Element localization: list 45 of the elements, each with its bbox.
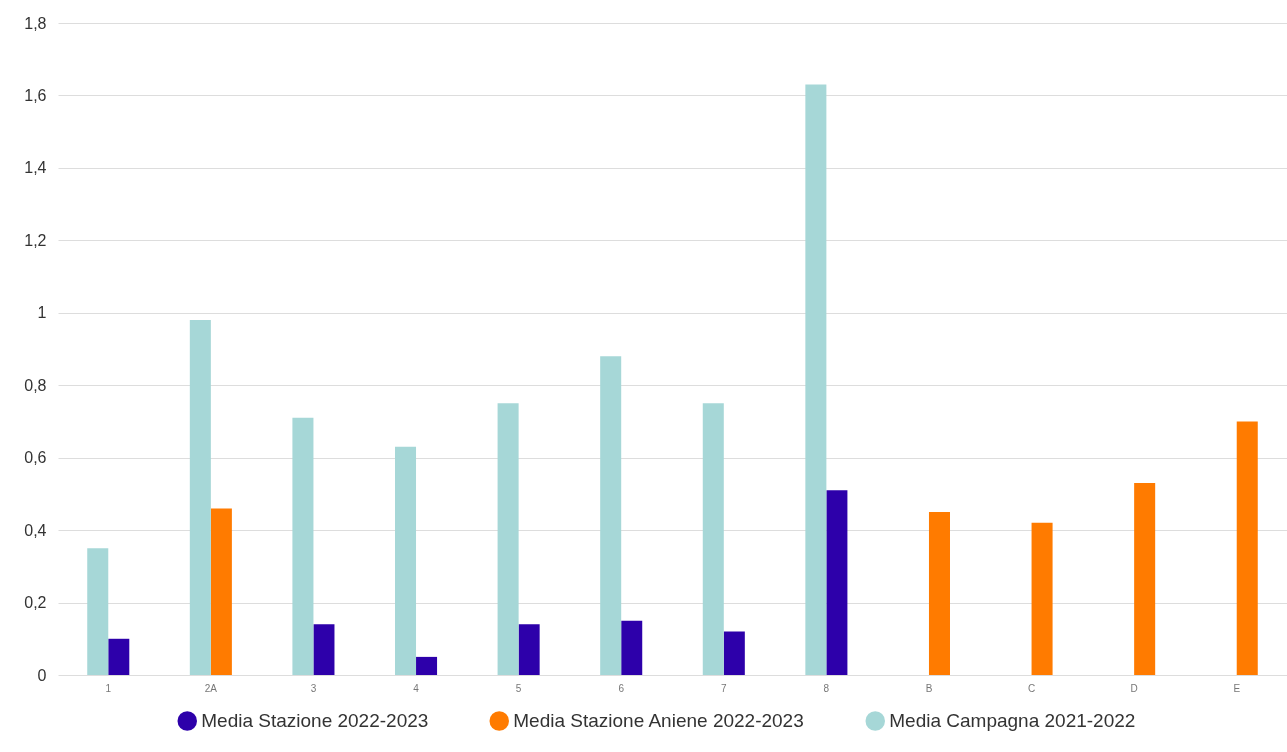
legend-label: Media Stazione Aniene 2022-2023 [513, 710, 804, 731]
bar [805, 84, 827, 675]
y-tick-label: 1,2 [24, 231, 47, 249]
legend-label: Media Stazione 2022-2023 [201, 710, 429, 731]
y-tick-label: 0,4 [24, 521, 47, 539]
x-tick-label: E [1233, 682, 1241, 694]
y-tick-label: 1,6 [24, 86, 47, 104]
bar [210, 508, 232, 675]
bar [87, 548, 109, 675]
y-tick-label: 1,4 [24, 159, 47, 177]
bar [108, 638, 130, 675]
bar [1134, 483, 1156, 675]
x-tick-label: C [1027, 682, 1036, 694]
y-tick-label: 0,6 [24, 449, 47, 467]
bar [518, 624, 540, 675]
bar [621, 620, 643, 675]
x-tick-label: 2A [204, 682, 218, 694]
x-tick-label: 8 [823, 682, 830, 694]
bar [1236, 421, 1258, 675]
bar [600, 356, 622, 675]
x-tick-label: 5 [515, 682, 522, 694]
bar [826, 490, 848, 675]
bar [723, 631, 745, 675]
x-tick-label: 3 [310, 682, 317, 694]
y-tick-label: 0 [37, 666, 47, 684]
bar [292, 417, 314, 675]
legend-label: Media Campagna 2021-2022 [889, 710, 1136, 731]
bar [928, 512, 950, 675]
x-tick-label: 4 [413, 682, 420, 694]
bar [313, 624, 335, 675]
x-tick-label: 1 [105, 682, 112, 694]
bar [702, 403, 724, 675]
bar [189, 320, 211, 675]
y-tick-label: 0,2 [24, 594, 47, 612]
bar [497, 403, 519, 675]
bar [395, 446, 417, 675]
bar [416, 656, 438, 675]
x-tick-label: B [925, 682, 933, 694]
bar [1031, 522, 1053, 675]
x-tick-label: D [1130, 682, 1138, 694]
y-tick-label: 1,8 [24, 14, 47, 32]
x-tick-label: 7 [721, 682, 728, 694]
y-tick-label: 1 [37, 304, 47, 322]
y-tick-label: 0,8 [24, 376, 47, 394]
x-tick-label: 6 [618, 682, 625, 694]
